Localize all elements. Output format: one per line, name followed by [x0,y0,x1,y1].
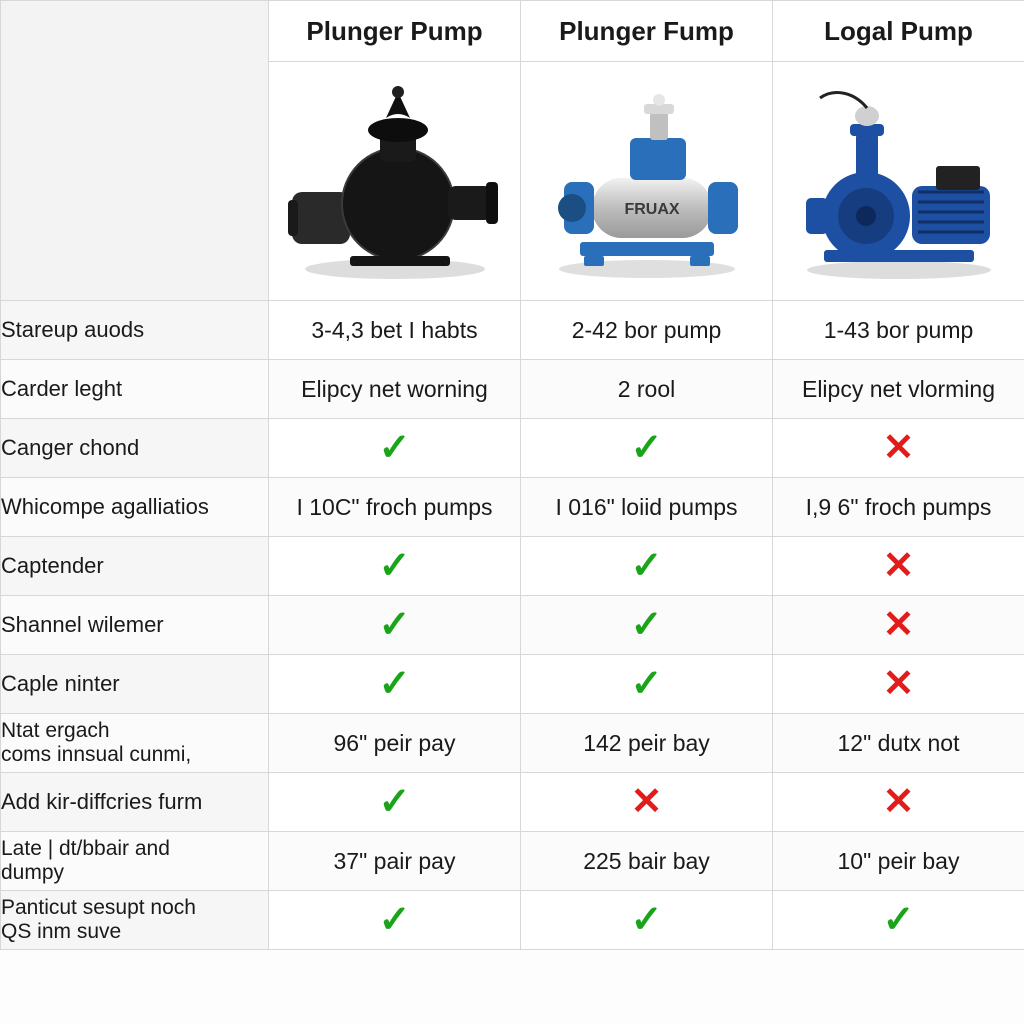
table-row: Shannel wilemer ✓ ✓ ✕ [1,596,1024,655]
product-image-1 [269,62,521,301]
table-row: Carder leghtElipcy net worning2 roolElip… [1,360,1024,419]
table-row: Captender ✓ ✓ ✕ [1,537,1024,596]
value-cell: I 016" loiid pumps [521,478,773,537]
value-cell: ✓ [773,891,1024,950]
row-label: Ntat ergachcoms innsual cunmi, [1,714,269,773]
check-icon: ✓ [379,429,411,467]
value-cell: ✓ [269,773,521,832]
product-image-2: FRUAX [521,62,773,301]
row-label: Whicompe agalliatios [1,478,269,537]
table-body: Stareup auods3-4,3 bet I habts2-42 bor p… [1,301,1024,950]
cross-icon: ✕ [883,606,915,644]
product-image-3 [773,62,1024,301]
cross-icon: ✕ [883,429,915,467]
value-cell: ✓ [269,419,521,478]
corner-cell [1,1,269,301]
row-label: Carder leght [1,360,269,419]
comparison-table: Plunger Pump Plunger Fump Logal Pump [0,0,1024,950]
col-header-1: Plunger Pump [269,1,521,62]
table-row: Ntat ergachcoms innsual cunmi,96" peir p… [1,714,1024,773]
value-cell: I 10C" froch pumps [269,478,521,537]
value-cell: 3-4,3 bet I habts [269,301,521,360]
value-cell: ✓ [269,596,521,655]
row-label: Canger chond [1,419,269,478]
row-label: Stareup auods [1,301,269,360]
brand-label: FRUAX [624,201,679,218]
check-icon: ✓ [631,547,663,585]
value-cell: ✕ [773,537,1024,596]
table-row: Stareup auods3-4,3 bet I habts2-42 bor p… [1,301,1024,360]
value-cell: 10" peir bay [773,832,1024,891]
pump-icon [784,74,1014,284]
table-row: Late | dt/bbair and dumpy37" pair pay225… [1,832,1024,891]
value-cell: 96" peir pay [269,714,521,773]
value-cell: 225 bair bay [521,832,773,891]
table-row: Panticut sesupt nochQS inm suve ✓ ✓ ✓ [1,891,1024,950]
pump-icon: FRUAX [532,74,762,284]
row-label: Add kir-diffcries furm [1,773,269,832]
value-cell: ✓ [269,891,521,950]
value-cell: ✓ [521,891,773,950]
check-icon: ✓ [379,606,411,644]
value-cell: ✓ [521,419,773,478]
value-cell: 2 rool [521,360,773,419]
cross-icon: ✕ [883,783,915,821]
value-cell: ✕ [521,773,773,832]
row-label: Panticut sesupt nochQS inm suve [1,891,269,950]
value-cell: 1-43 bor pump [773,301,1024,360]
check-icon: ✓ [631,665,663,703]
table-row: Add kir-diffcries furm ✓ ✕ ✕ [1,773,1024,832]
value-cell: ✕ [773,419,1024,478]
value-cell: ✓ [269,655,521,714]
value-cell: 12" dutx not [773,714,1024,773]
check-icon: ✓ [631,606,663,644]
row-label: Late | dt/bbair and dumpy [1,832,269,891]
header-row: Plunger Pump Plunger Fump Logal Pump [1,1,1024,62]
cross-icon: ✕ [631,783,663,821]
col-header-3: Logal Pump [773,1,1024,62]
check-icon: ✓ [631,429,663,467]
check-icon: ✓ [883,901,915,939]
check-icon: ✓ [379,901,411,939]
row-label: Caple ninter [1,655,269,714]
row-label: Captender [1,537,269,596]
cross-icon: ✕ [883,547,915,585]
value-cell: ✓ [269,537,521,596]
value-cell: I,9 6" froch pumps [773,478,1024,537]
check-icon: ✓ [379,783,411,821]
value-cell: Elipcy net worning [269,360,521,419]
cross-icon: ✕ [883,665,915,703]
value-cell: ✓ [521,596,773,655]
table-row: Whicompe agalliatiosI 10C" froch pumpsI … [1,478,1024,537]
check-icon: ✓ [379,665,411,703]
value-cell: 2-42 bor pump [521,301,773,360]
row-label: Shannel wilemer [1,596,269,655]
value-cell: ✕ [773,596,1024,655]
table-row: Canger chond ✓ ✓ ✕ [1,419,1024,478]
check-icon: ✓ [631,901,663,939]
value-cell: ✓ [521,537,773,596]
value-cell: ✓ [521,655,773,714]
col-header-2: Plunger Fump [521,1,773,62]
pump-icon [280,74,510,284]
value-cell: ✕ [773,655,1024,714]
value-cell: ✕ [773,773,1024,832]
check-icon: ✓ [379,547,411,585]
value-cell: 142 peir bay [521,714,773,773]
value-cell: 37" pair pay [269,832,521,891]
value-cell: Elipcy net vlorming [773,360,1024,419]
table-row: Caple ninter ✓ ✓ ✕ [1,655,1024,714]
